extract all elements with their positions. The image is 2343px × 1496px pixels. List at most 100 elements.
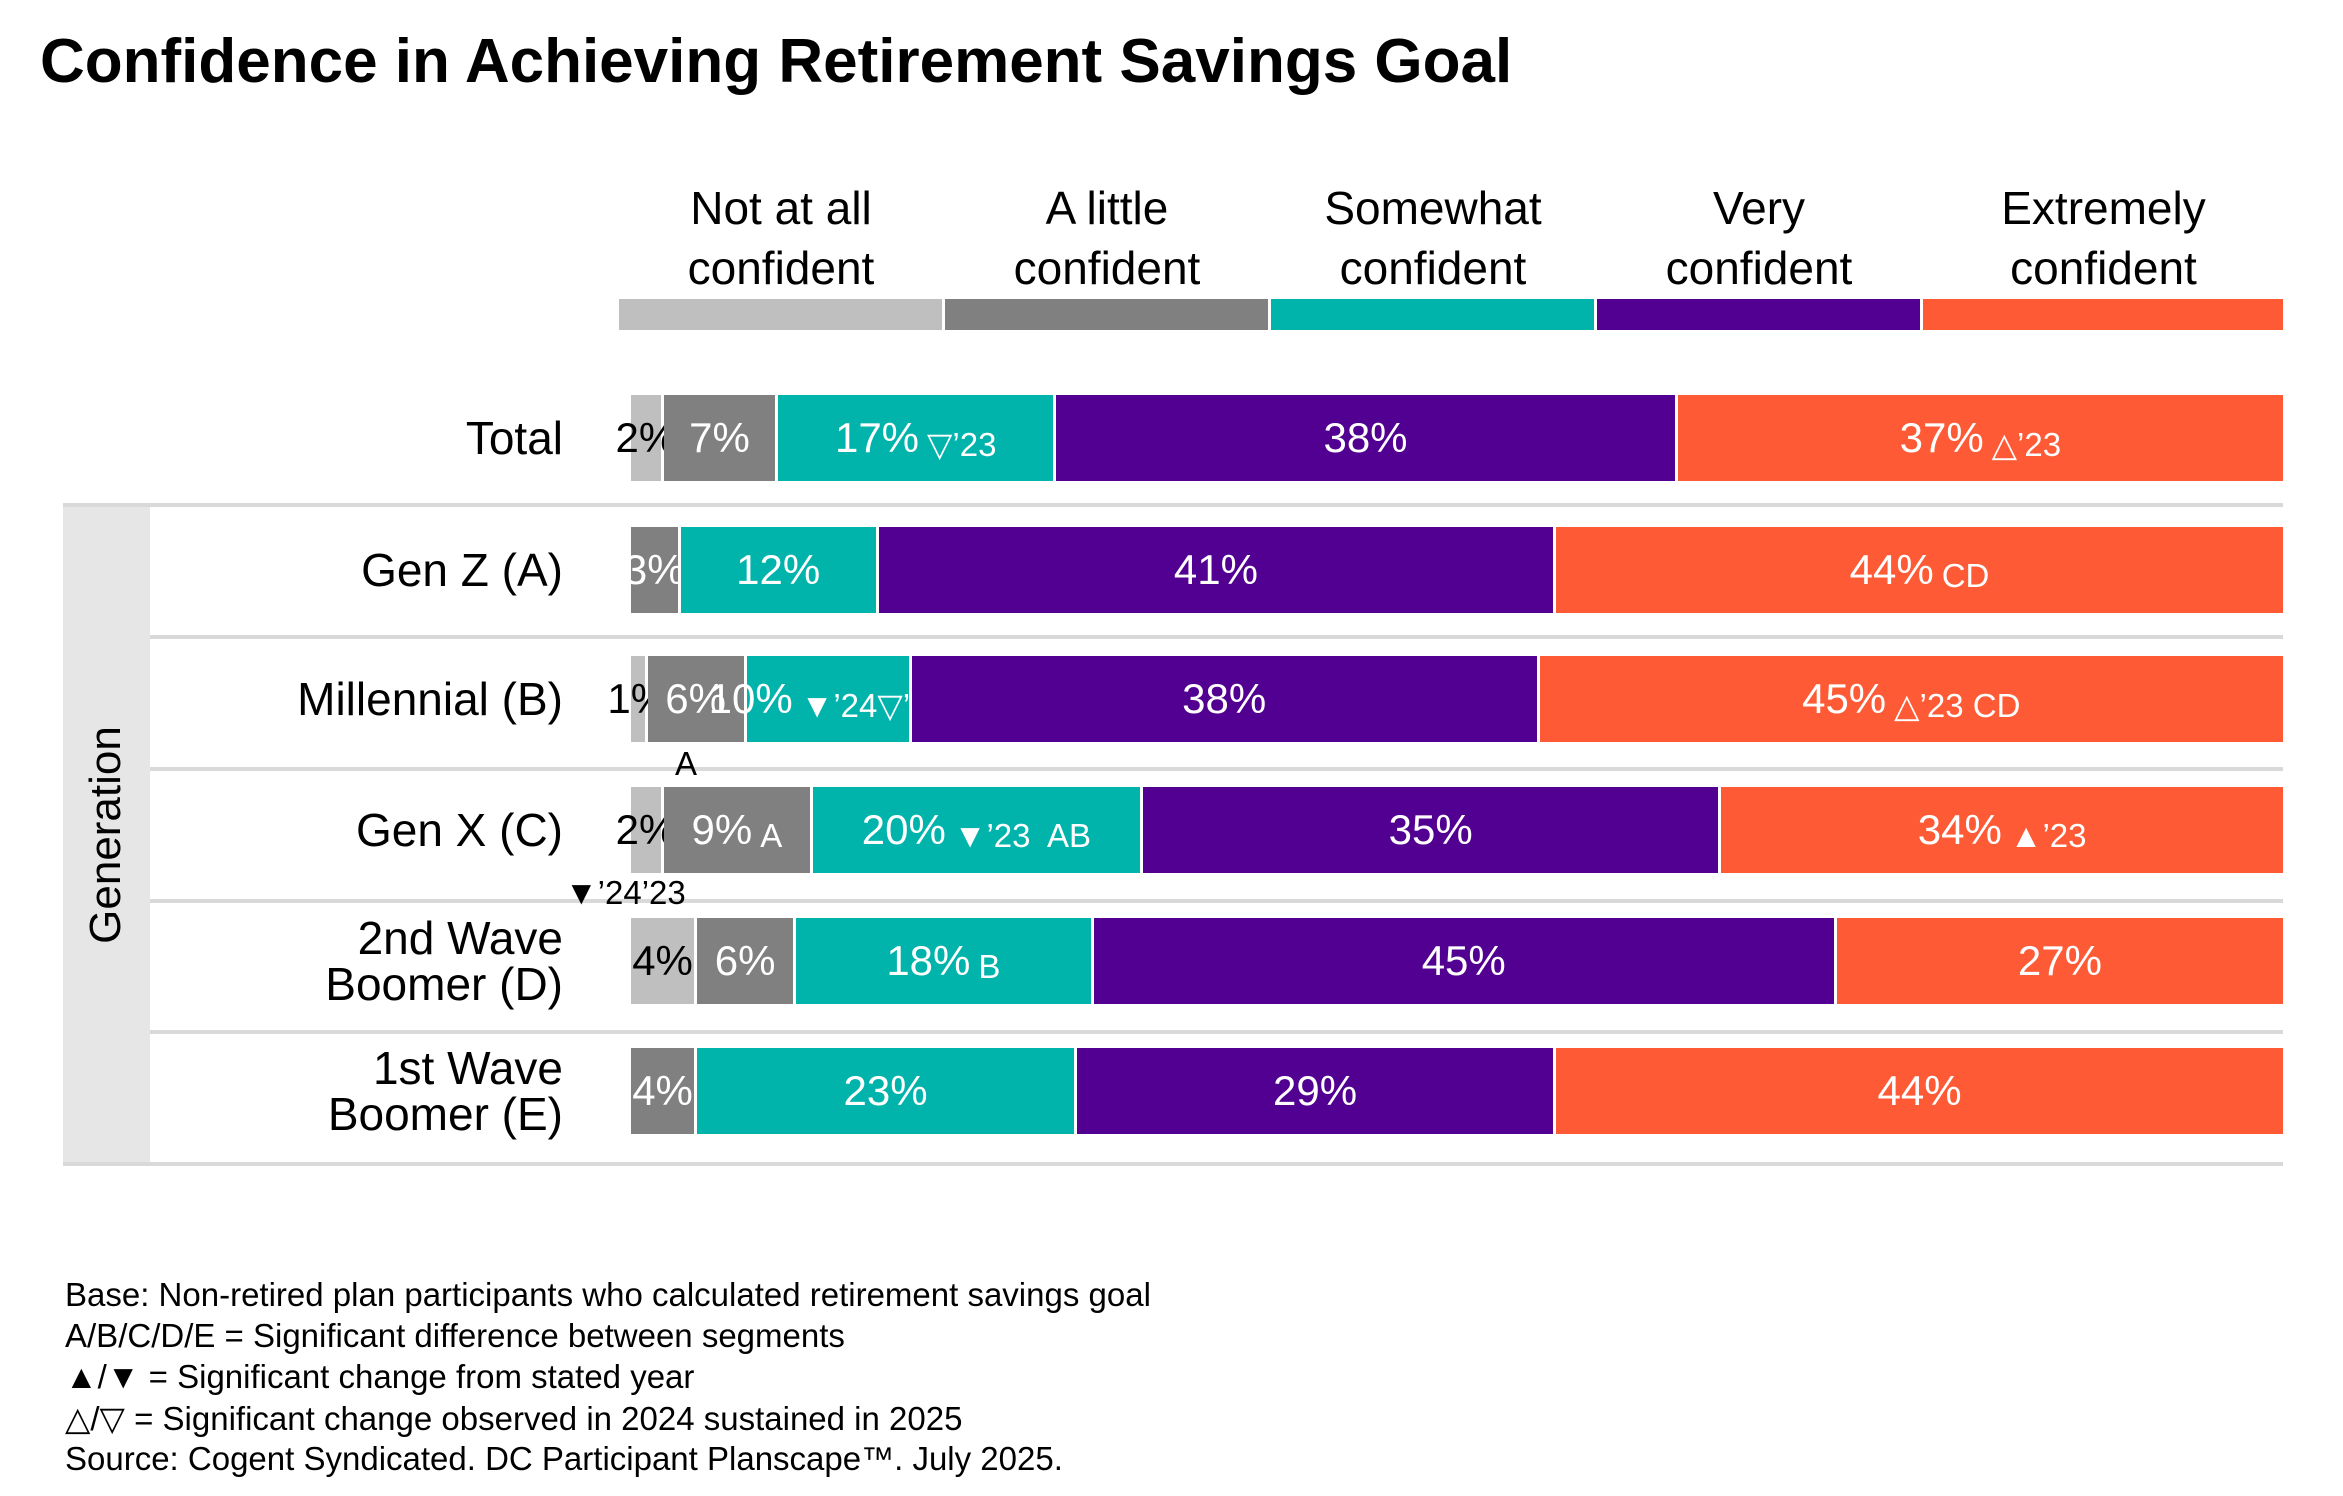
legend-label: A little confident <box>946 178 1269 298</box>
generation-band <box>63 505 150 1164</box>
stacked-bar: 1% 6% 10% ▼’24▽’23 38% 45% △’23 CD <box>607 656 2283 742</box>
bar-segment-a-little-confident: 7% <box>663 395 779 481</box>
bar-segment-a-little-confident: 6% <box>647 656 747 742</box>
row-separator <box>63 503 2283 507</box>
data-label: 23% <box>843 1067 928 1114</box>
legend-label-line: A little <box>1045 182 1169 234</box>
data-label: 6% <box>665 675 726 722</box>
legend-label: Very confident <box>1598 178 1921 298</box>
data-label: 4% <box>632 1067 693 1114</box>
legend-label: Somewhat confident <box>1272 178 1595 298</box>
bar-segment-not-at-all-confident: 4% <box>631 918 698 1004</box>
legend-label: Extremely confident <box>1942 178 2265 298</box>
bar-segment-somewhat-confident: 18% B <box>796 918 1094 1004</box>
legend-swatch <box>1923 299 2283 330</box>
row-label: Total <box>465 412 563 464</box>
data-label: 4% <box>632 937 693 984</box>
significance-annotation: ▼’23 AB <box>953 817 1092 854</box>
data-label: 45% <box>1802 675 1887 722</box>
legend-swatch <box>945 299 1268 330</box>
data-label: 38% <box>1182 675 1267 722</box>
data-label: 18% <box>886 937 971 984</box>
stacked-bar: 2% 7% 17% ▽’23 38% 37% △’23 <box>616 395 2283 481</box>
stacked-bar: 2% 9% A 20% ▼’23 AB 35% 34% ▲’23 <box>616 787 2283 873</box>
row-label: Gen Z (A) <box>361 544 563 596</box>
data-label: 44% <box>1849 546 1934 593</box>
legend-swatch <box>1597 299 1920 330</box>
footnote: ▲/▼ = Significant change from stated yea… <box>65 1358 695 1395</box>
bar-segment-extremely-confident: 27% <box>1836 918 2283 1004</box>
row-separator <box>150 1030 2283 1034</box>
bar-segment-extremely-confident: 44% <box>1556 1048 2283 1134</box>
legend-label-line: confident <box>2010 242 2197 294</box>
data-label: 27% <box>2017 937 2102 984</box>
chart-title: Confidence in Achieving Retirement Savin… <box>40 27 1513 96</box>
bar-segment-a-little-confident: 6% <box>697 918 797 1004</box>
footnote: △/▽ = Significant change observed in 202… <box>65 1400 963 1437</box>
bar-segment-somewhat-confident: 17% ▽’23 <box>778 395 1057 481</box>
legend-label-line: confident <box>1013 242 1201 294</box>
significance-annotation: CD <box>1941 557 1990 594</box>
significance-annotation: A <box>760 817 783 854</box>
data-label: 9% <box>691 806 753 853</box>
data-label: 29% <box>1273 1067 1358 1114</box>
significance-annotation: B <box>978 948 1001 985</box>
legend-label-line: confident <box>687 242 875 294</box>
legend-label-line: Very <box>1712 182 1806 234</box>
bar-segment-a-little-confident: 4% <box>631 1048 698 1134</box>
data-label: 34% <box>1917 806 2002 853</box>
sig-note-genx: ▼’24’23 <box>565 874 686 911</box>
data-label: 20% <box>861 806 946 853</box>
data-label: 41% <box>1173 546 1258 593</box>
row-separator <box>63 1162 2283 1166</box>
bar-segment-a-little-confident: 9% A <box>664 787 813 873</box>
data-label: 37% <box>1899 414 1984 461</box>
bar-segment-extremely-confident: 45% △’23 CD <box>1539 656 2283 742</box>
legend-label-line: confident <box>1665 242 1853 294</box>
row-label-line: Boomer (D) <box>325 958 563 1010</box>
legend-label-line: confident <box>1339 242 1527 294</box>
row-label: Gen X (C) <box>355 804 563 856</box>
stacked-bar: 4% 6% 18% B 45% 27% <box>631 918 2283 1004</box>
data-label: 45% <box>1421 937 1506 984</box>
legend-label-line: Not at all <box>690 182 872 234</box>
significance-annotation: △’23 <box>1991 425 2062 463</box>
significance-annotation: ▽’23 <box>927 425 997 463</box>
bar-segment-somewhat-confident: 10% ▼’24▽’23 <box>709 656 947 742</box>
row-label: Millennial (B) <box>297 673 563 725</box>
significance-annotation: △’23 CD <box>1894 686 2021 724</box>
data-label: 35% <box>1388 806 1473 853</box>
data-label: 12% <box>736 546 821 593</box>
data-label: 17% <box>834 414 920 461</box>
stacked-bar: 3% 12% 41% 44% CD <box>624 527 2283 613</box>
bar-segment-not-at-all-confident: 2% <box>616 787 676 873</box>
row-separator <box>150 899 2283 903</box>
row-label-line: 2nd Wave <box>357 912 563 964</box>
sig-note-millennial: A <box>675 745 698 782</box>
row-label: 2nd Wave Boomer (D) <box>325 915 563 1007</box>
legend-label-line: Extremely <box>2001 182 2206 234</box>
bar-segment-very-confident: 41% <box>878 527 1557 613</box>
legend-label: Not at all confident <box>620 178 943 298</box>
bar-segment-extremely-confident: 44% CD <box>1556 527 2283 613</box>
bar-segment-somewhat-confident: 23% <box>697 1048 1078 1134</box>
footnote: A/B/C/D/E = Significant difference betwe… <box>65 1317 845 1354</box>
bar-segment-a-little-confident: 3% <box>624 527 685 613</box>
bar-segment-very-confident: 29% <box>1077 1048 1557 1134</box>
bar-segment-extremely-confident: 34% ▲’23 <box>1721 787 2283 873</box>
bar-segment-not-at-all-confident: 2% <box>616 395 676 481</box>
stacked-bar: 4% 23% 29% 44% <box>631 1048 2283 1134</box>
data-label: 10% <box>708 675 793 722</box>
row-label-line: Boomer (E) <box>327 1088 563 1140</box>
row-label-line: 1st Wave <box>372 1042 563 1094</box>
bar-segment-very-confident: 38% <box>911 656 1540 742</box>
data-label: 7% <box>689 414 750 461</box>
bar-segment-extremely-confident: 37% △’23 <box>1677 395 2283 481</box>
generation-label: Generation <box>81 726 130 944</box>
data-label: 38% <box>1323 414 1408 461</box>
data-label: 6% <box>714 937 776 984</box>
bar-segment-very-confident: 35% <box>1143 787 1722 873</box>
footnote: Source: Cogent Syndicated. DC Participan… <box>65 1440 1063 1477</box>
bar-segment-very-confident: 38% <box>1056 395 1678 481</box>
row-separator <box>150 635 2283 639</box>
